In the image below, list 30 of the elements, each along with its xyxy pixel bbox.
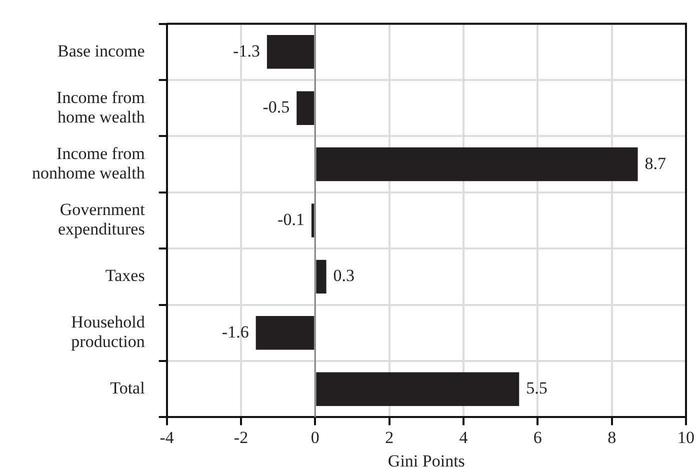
bar — [316, 260, 326, 294]
bar — [296, 91, 314, 125]
data-label: -1.3 — [233, 41, 260, 60]
y-tick-label: Income from home wealth — [56, 88, 146, 126]
data-label: 0.3 — [333, 266, 355, 286]
bar — [256, 316, 314, 350]
data-label: -1.6 — [222, 322, 249, 342]
y-tick-label: Total — [110, 378, 146, 398]
x-tick-label: -2 — [234, 428, 248, 447]
bar — [311, 204, 314, 238]
x-tick-label: 8 — [608, 428, 616, 447]
y-tick-label: Income from nonhome wealth — [32, 144, 146, 183]
x-tick-label: -4 — [160, 428, 174, 447]
bar — [316, 372, 520, 406]
y-tick-label: Household production — [71, 312, 146, 352]
x-tick-label: 10 — [678, 428, 694, 447]
y-tick-label: Base income — [57, 41, 145, 60]
data-label: -0.5 — [262, 98, 290, 117]
x-tick-label: 0 — [310, 428, 320, 447]
data-label: -0.1 — [278, 210, 304, 229]
y-tick-label: Government expenditures — [58, 200, 146, 239]
x-tick-label: 6 — [533, 428, 542, 447]
bar — [266, 35, 314, 69]
x-tick-label: 2 — [385, 428, 394, 447]
y-tick-label: Taxes — [105, 266, 145, 286]
x-tick-label: 4 — [459, 428, 468, 447]
bar — [316, 147, 638, 182]
x-axis-title: Gini Points — [388, 451, 465, 470]
data-label: 5.5 — [526, 378, 548, 398]
data-label: 8.7 — [644, 154, 667, 173]
